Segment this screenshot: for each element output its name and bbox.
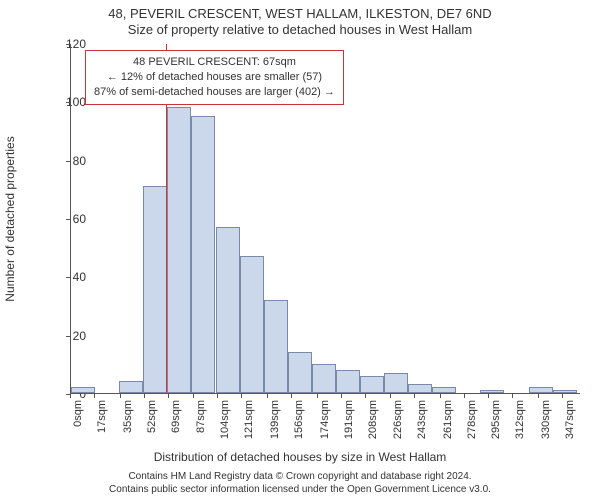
- x-tick-label: 174sqm: [319, 400, 331, 450]
- x-tick-label: 347sqm: [564, 400, 576, 450]
- title-line-1: 48, PEVERIL CRESCENT, WEST HALLAM, ILKES…: [0, 6, 600, 21]
- histogram-bar: [529, 387, 553, 393]
- x-tick-label: 295sqm: [490, 400, 502, 450]
- histogram-bar: [480, 390, 504, 393]
- histogram-bar: [71, 387, 95, 393]
- footer-line-1: Contains HM Land Registry data © Crown c…: [0, 470, 600, 483]
- x-tick-label: 121sqm: [243, 400, 255, 450]
- x-tick-label: 226sqm: [392, 400, 404, 450]
- histogram-bar: [336, 370, 360, 393]
- title-line-2: Size of property relative to detached ho…: [0, 22, 600, 37]
- histogram-bar: [288, 352, 312, 393]
- info-box: 48 PEVERIL CRESCENT: 67sqm ← 12% of deta…: [85, 50, 344, 105]
- histogram-bar: [432, 387, 456, 393]
- histogram-bar: [312, 364, 336, 393]
- x-tick-label: 104sqm: [219, 400, 231, 450]
- x-tick-label: 156sqm: [293, 400, 305, 450]
- histogram-bar: [360, 376, 384, 394]
- x-tick-label: 261sqm: [442, 400, 454, 450]
- x-tick-label: 191sqm: [343, 400, 355, 450]
- x-tick-label: 139sqm: [269, 400, 281, 450]
- footer-line-2: Contains public sector information licen…: [0, 483, 600, 496]
- info-line-3: 87% of semi-detached houses are larger (…: [94, 85, 335, 100]
- x-tick-label: 312sqm: [514, 400, 526, 450]
- histogram-bar: [143, 186, 167, 393]
- histogram-bar: [553, 390, 577, 393]
- x-tick-label: 69sqm: [170, 400, 182, 450]
- histogram-bar: [191, 116, 215, 393]
- info-line-2: ← 12% of detached houses are smaller (57…: [94, 70, 335, 85]
- footer: Contains HM Land Registry data © Crown c…: [0, 470, 600, 496]
- histogram-bar: [240, 256, 264, 393]
- info-line-1: 48 PEVERIL CRESCENT: 67sqm: [94, 55, 335, 70]
- histogram-bar: [216, 227, 240, 393]
- chart-container: 48, PEVERIL CRESCENT, WEST HALLAM, ILKES…: [0, 0, 600, 500]
- x-tick-label: 87sqm: [195, 400, 207, 450]
- histogram-bar: [384, 373, 408, 393]
- histogram-bar: [119, 381, 143, 393]
- histogram-bar: [408, 384, 432, 393]
- histogram-bar: [167, 107, 191, 393]
- x-tick-label: 208sqm: [367, 400, 379, 450]
- y-axis-label: Number of detached properties: [3, 136, 17, 301]
- x-tick-label: 52sqm: [146, 400, 158, 450]
- x-tick-label: 35sqm: [122, 400, 134, 450]
- x-tick-label: 17sqm: [96, 400, 108, 450]
- x-axis-label: Distribution of detached houses by size …: [0, 450, 600, 464]
- x-tick-label: 278sqm: [466, 400, 478, 450]
- histogram-bar: [264, 300, 288, 393]
- x-tick-label: 243sqm: [416, 400, 428, 450]
- x-tick-label: 330sqm: [540, 400, 552, 450]
- x-tick-label: 0sqm: [72, 400, 84, 450]
